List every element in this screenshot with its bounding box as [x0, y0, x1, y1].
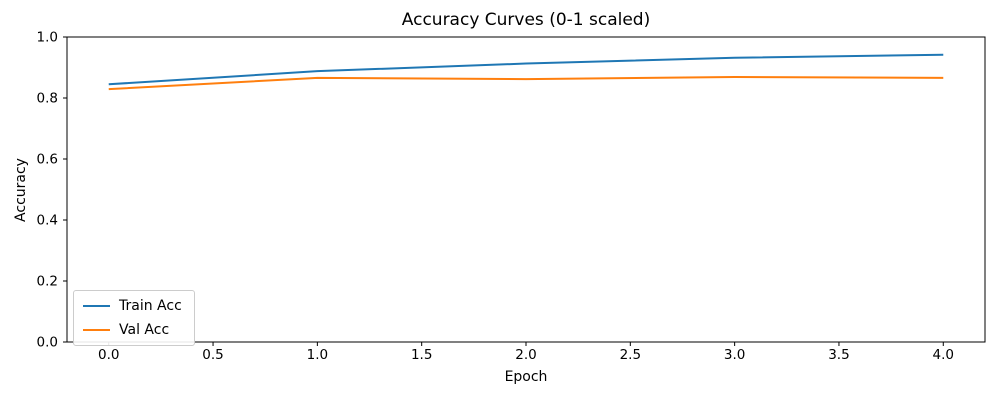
x-tick-label: 2.0: [515, 347, 536, 363]
x-tick-label: 1.0: [307, 347, 328, 363]
x-axis-label: Epoch: [504, 369, 548, 385]
x-tick-label: 3.5: [828, 347, 849, 363]
y-tick-label: 0.0: [37, 335, 58, 351]
legend: Train Acc Val Acc: [73, 290, 195, 346]
x-tick-label: 2.5: [620, 347, 641, 363]
chart-title: Accuracy Curves (0-1 scaled): [401, 10, 651, 30]
x-tick-label: 0.5: [202, 347, 223, 363]
legend-item-train-acc: Train Acc: [83, 298, 182, 314]
x-tick-label: 0.0: [98, 347, 119, 363]
axes-frame: [66, 36, 986, 343]
y-tick-label: 0.2: [37, 274, 58, 290]
legend-item-val-acc: Val Acc: [83, 322, 182, 338]
legend-label-val-acc: Val Acc: [119, 322, 170, 338]
x-tick-label: 1.5: [411, 347, 432, 363]
y-tick-label: 1.0: [37, 30, 58, 46]
x-tick-label: 4.0: [933, 347, 954, 363]
y-tick-label: 0.6: [37, 152, 58, 168]
val-acc-line-swatch: [83, 329, 110, 331]
train-acc-line: [108, 53, 944, 86]
x-tick-label: 3.0: [724, 347, 745, 363]
y-axis-label: Accuracy: [13, 158, 29, 222]
y-tick-label: 0.8: [37, 91, 58, 107]
val-acc-line: [108, 75, 944, 91]
y-tick-label: 0.4: [37, 213, 58, 229]
legend-label-train-acc: Train Acc: [119, 298, 182, 314]
train-acc-line-swatch: [83, 305, 110, 307]
